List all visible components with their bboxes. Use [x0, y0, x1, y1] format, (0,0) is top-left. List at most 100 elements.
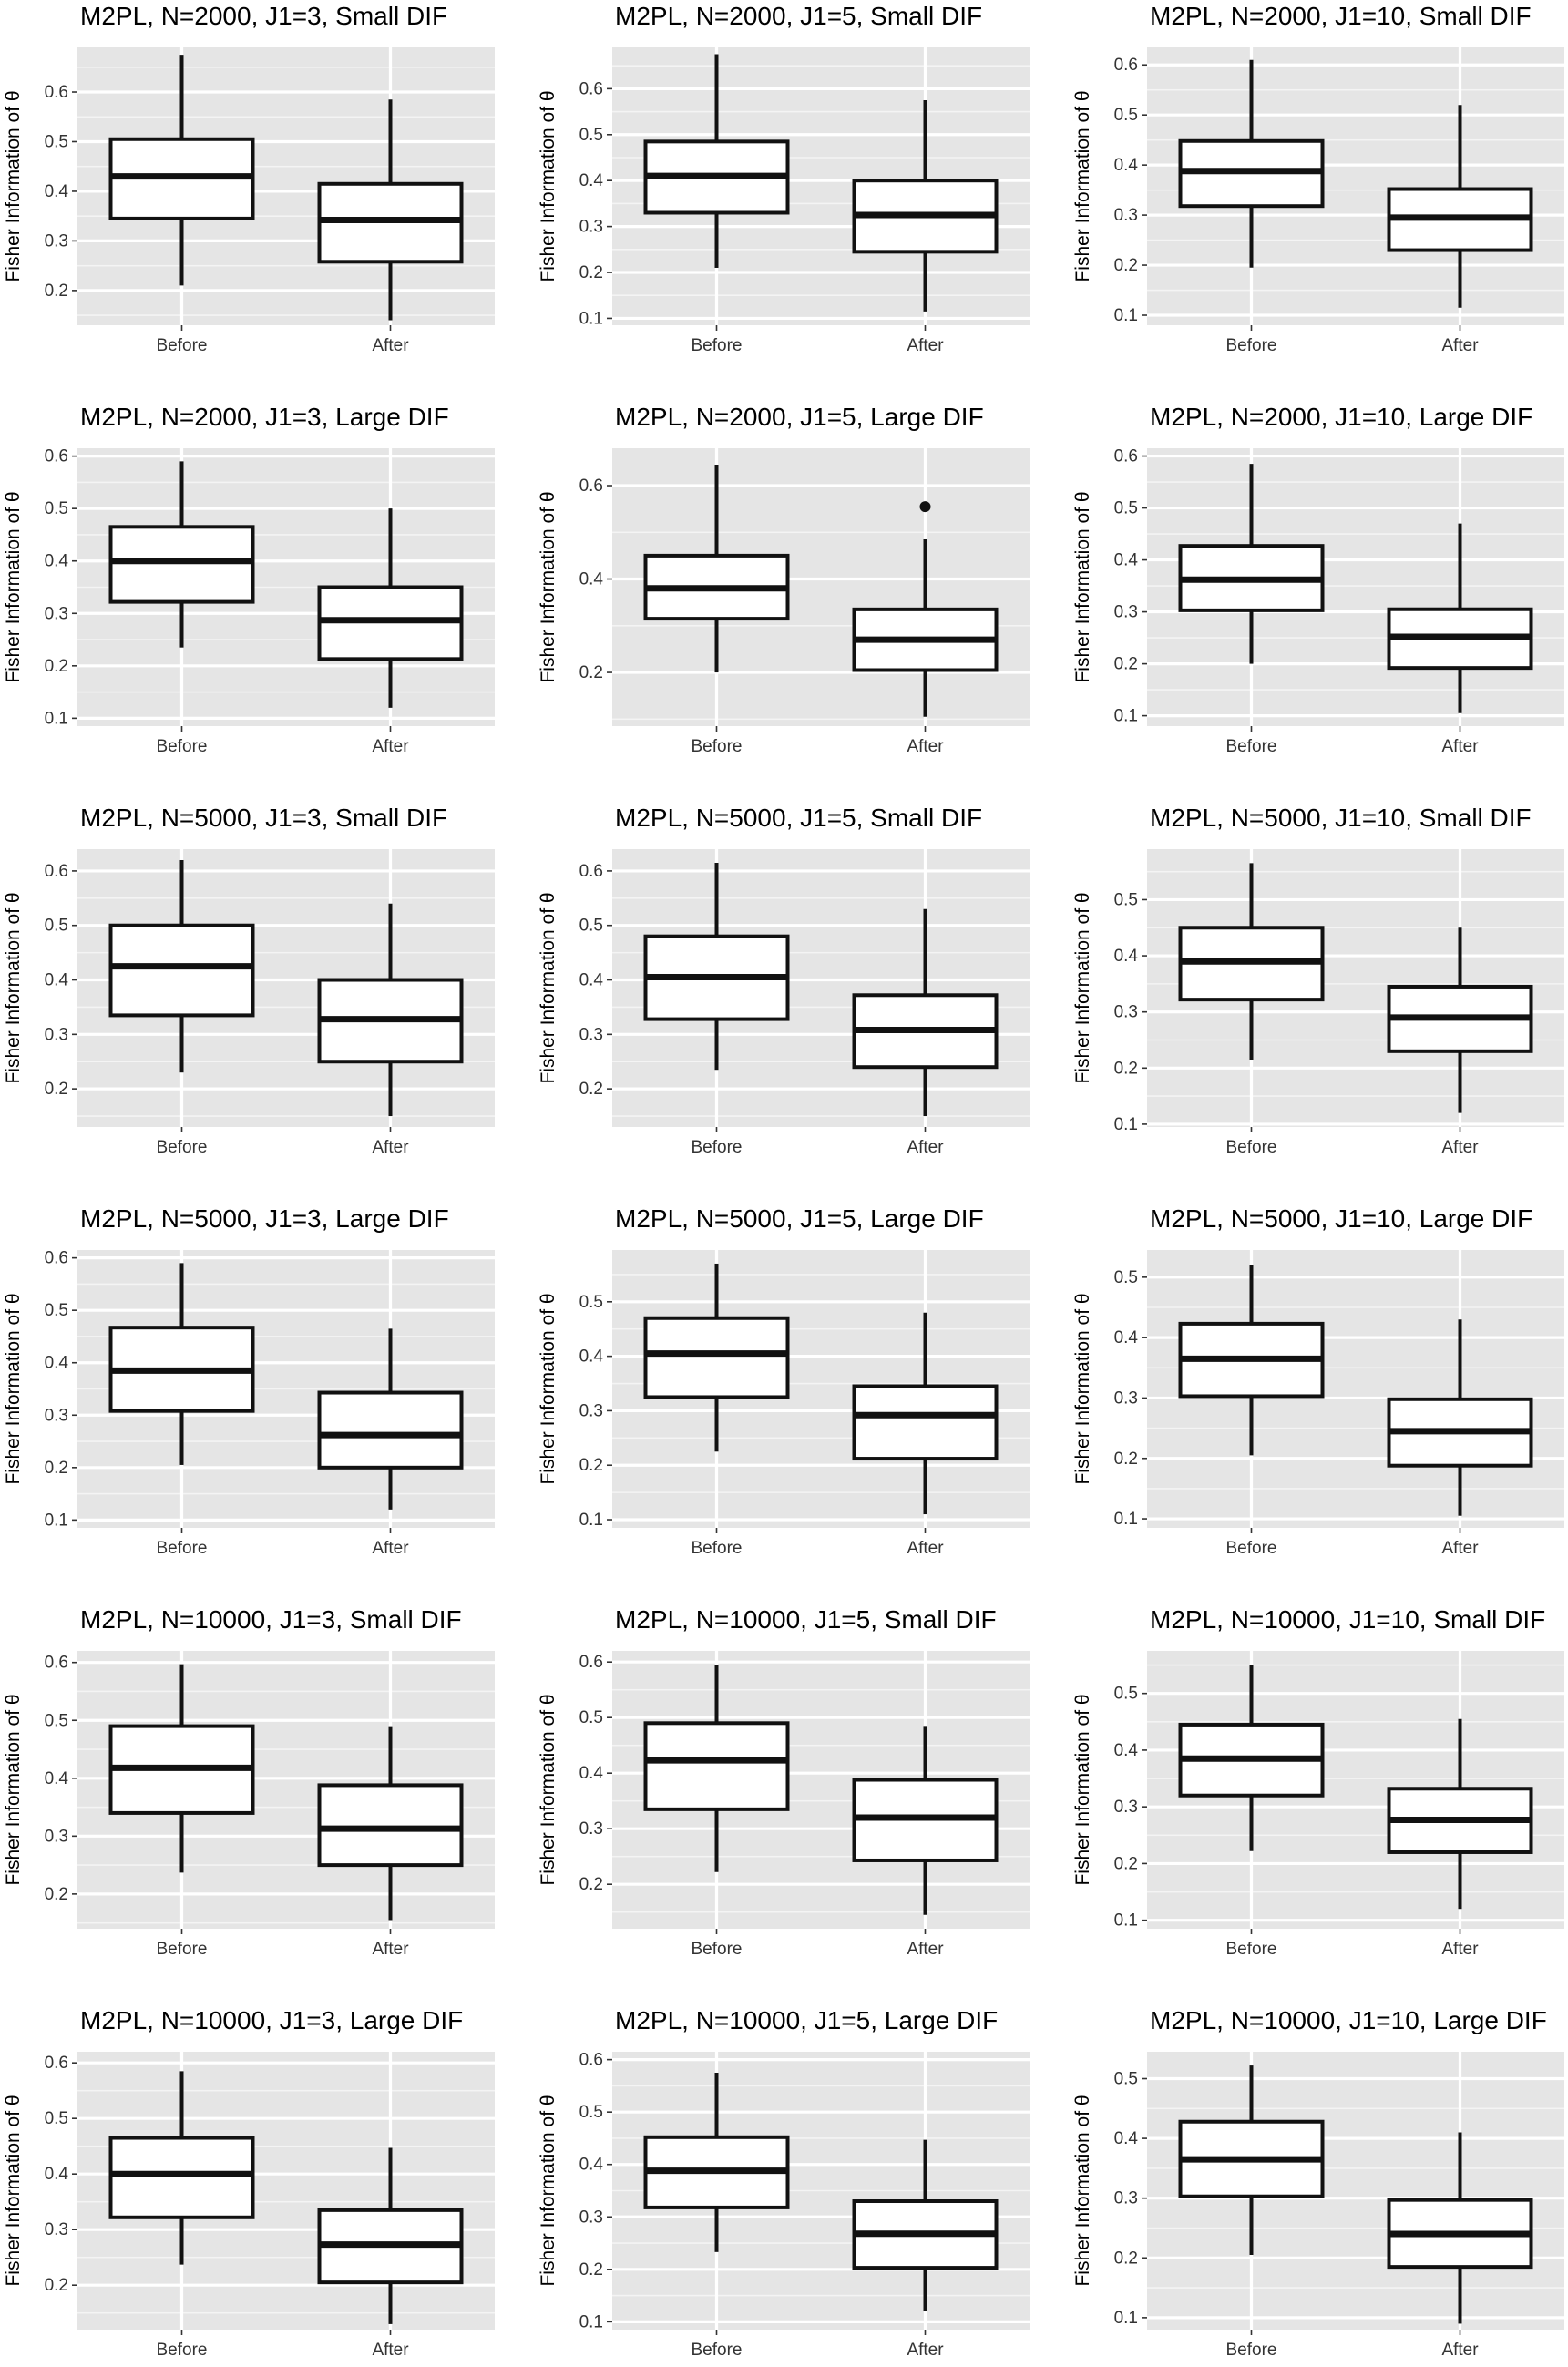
y-tick-label: 0.5: [1114, 106, 1138, 125]
y-tick-label: 0.5: [45, 2109, 68, 2128]
y-axis-title: Fisher Information of θ: [1072, 1293, 1093, 1484]
iqr-box: [643, 1721, 790, 1811]
y-tick-label: 0.4: [45, 552, 69, 571]
y-axis-title: Fisher Information of θ: [538, 90, 559, 282]
box-before: [1178, 1265, 1325, 1456]
box-before: [108, 461, 255, 648]
x-tick-label: Before: [1226, 1138, 1277, 1157]
y-tick-label: 0.5: [579, 1293, 603, 1312]
y-tick-label: 0.3: [1114, 603, 1138, 622]
y-tick-label: 0.3: [45, 231, 68, 251]
y-axis-title: Fisher Information of θ: [3, 90, 24, 282]
x-tick-label: After: [907, 1940, 944, 1959]
box-before: [108, 1664, 255, 1873]
y-axis-title: Fisher Information of θ: [538, 491, 559, 682]
x-tick-label: After: [372, 1940, 409, 1959]
x-tick-label: Before: [692, 2341, 743, 2360]
y-axis-title: Fisher Information of θ: [1072, 2095, 1093, 2286]
y-tick-label: 0.1: [1114, 1115, 1138, 1134]
box-before: [643, 1263, 790, 1452]
box-after: [1387, 1319, 1533, 1516]
iqr-box: [317, 1390, 464, 1470]
y-tick-label: 0.5: [1114, 890, 1138, 909]
box-after: [852, 2139, 999, 2311]
y-tick-label: 0.5: [45, 499, 68, 518]
box-before: [108, 1263, 255, 1465]
y-axis-title: Fisher Information of θ: [538, 1293, 559, 1484]
box-before: [643, 2073, 790, 2252]
y-tick-label: 0.4: [45, 1354, 69, 1373]
y-tick-label: 0.1: [579, 2312, 603, 2331]
y-tick-label: 0.5: [45, 1711, 68, 1730]
y-tick-label: 0.4: [579, 971, 604, 990]
chart-panel-18: M2PL, N=10000, J1=10, Large DIF 0.1 0.2 0.3…: [1072, 2006, 1564, 2360]
y-axis-title: Fisher Information of θ: [3, 2095, 24, 2286]
chart-panel-14: M2PL, N=10000, J1=5, Small DIF 0.2 0.3 0.4 0…: [538, 1605, 1030, 1959]
x-tick-label: After: [1441, 1539, 1479, 1558]
panel-title: M2PL, N=5000, J1=10, Large DIF: [1150, 1204, 1532, 1233]
x-tick-label: Before: [157, 1138, 208, 1157]
y-tick-label: 0.1: [1114, 2309, 1138, 2328]
y-tick-label: 0.6: [45, 83, 68, 102]
iqr-box: [852, 1384, 999, 1461]
y-tick-label: 0.4: [1114, 156, 1139, 175]
box-after: [1387, 105, 1533, 308]
x-tick-label: After: [1441, 737, 1479, 756]
y-tick-label: 0.3: [1114, 1388, 1138, 1408]
y-tick-label: 0.1: [1114, 707, 1138, 726]
panel-title: M2PL, N=5000, J1=3, Large DIF: [80, 1204, 449, 1233]
x-tick-label: After: [907, 1138, 944, 1157]
y-tick-label: 0.6: [1114, 447, 1138, 466]
y-tick-label: 0.2: [579, 1456, 603, 1475]
y-tick-label: 0.5: [579, 126, 603, 145]
y-axis-title: Fisher Information of θ: [3, 892, 24, 1083]
x-tick-label: After: [372, 2341, 409, 2360]
chart-panel-16: M2PL, N=10000, J1=3, Large DIF 0.2 0.3 0.4 0…: [3, 2006, 495, 2360]
box-after: [852, 1726, 999, 1915]
box-after: [852, 1312, 999, 1515]
x-tick-label: After: [907, 2341, 944, 2360]
box-before: [108, 2071, 255, 2265]
y-tick-label: 0.4: [45, 2165, 69, 2184]
y-tick-label: 0.5: [579, 1708, 603, 1727]
panel-title: M2PL, N=2000, J1=10, Large DIF: [1150, 403, 1532, 431]
y-tick-label: 0.6: [45, 1654, 68, 1673]
x-tick-label: After: [372, 1539, 409, 1558]
y-tick-label: 0.4: [579, 570, 604, 589]
y-tick-label: 0.6: [45, 2054, 68, 2073]
panel-title: M2PL, N=2000, J1=3, Small DIF: [80, 2, 447, 30]
iqr-box: [108, 2136, 255, 2219]
box-before: [1178, 59, 1325, 268]
y-tick-label: 0.1: [1114, 1510, 1138, 1529]
y-tick-label: 0.5: [1114, 1268, 1138, 1287]
y-tick-label: 0.4: [579, 171, 604, 190]
chart-panel-6: M2PL, N=2000, J1=10, Large DIF 0.1 0.2 0.3 0…: [1072, 403, 1564, 756]
y-tick-label: 0.1: [579, 309, 603, 328]
box-after: [317, 99, 464, 321]
y-tick-label: 0.2: [45, 1080, 68, 1099]
chart-panel-5: M2PL, N=2000, J1=5, Large DIF 0.2 0.4 0.6 Fi…: [538, 403, 1030, 756]
y-tick-label: 0.3: [1114, 1003, 1138, 1022]
panel-title: M2PL, N=10000, J1=5, Small DIF: [615, 1605, 997, 1634]
y-tick-label: 0.3: [1114, 1798, 1138, 1817]
y-tick-label: 0.2: [45, 1459, 68, 1478]
x-tick-label: After: [907, 737, 944, 756]
y-axis-title: Fisher Information of θ: [1072, 892, 1093, 1083]
y-tick-label: 0.6: [579, 1653, 603, 1672]
box-after: [317, 1726, 464, 1921]
y-axis-title: Fisher Information of θ: [1072, 90, 1093, 282]
y-tick-label: 0.3: [579, 218, 603, 237]
y-tick-label: 0.2: [45, 1885, 68, 1904]
y-axis-title: Fisher Information of θ: [3, 1293, 24, 1484]
panel-title: M2PL, N=2000, J1=10, Small DIF: [1150, 2, 1532, 30]
y-tick-label: 0.6: [45, 1249, 68, 1268]
y-tick-label: 0.4: [45, 971, 69, 990]
y-tick-label: 0.1: [1114, 1911, 1138, 1931]
x-tick-label: After: [1441, 336, 1479, 355]
y-tick-label: 0.3: [45, 1827, 68, 1846]
x-tick-label: After: [372, 336, 409, 355]
y-tick-label: 0.5: [1114, 499, 1138, 518]
y-axis-title: Fisher Information of θ: [538, 1694, 559, 1885]
box-before: [643, 54, 790, 268]
